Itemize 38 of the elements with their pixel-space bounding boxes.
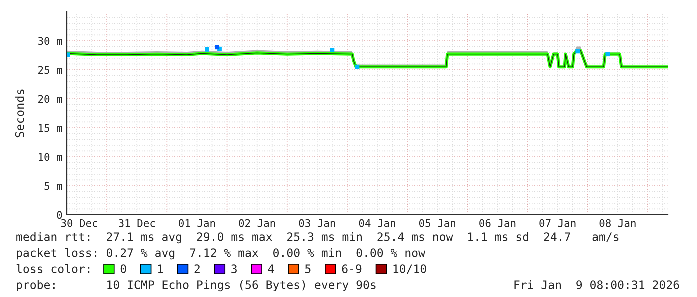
- legend-label: 1: [158, 264, 164, 274]
- legend-label: 5: [306, 264, 311, 274]
- point: [215, 45, 220, 50]
- point: [576, 49, 580, 54]
- y-tick-label: 5 m: [44, 182, 62, 190]
- x-tick-label: 07 Jan: [540, 219, 576, 228]
- point: [606, 52, 610, 57]
- y-tick-label: 25 m: [38, 66, 62, 74]
- legend-label: 2: [194, 264, 200, 274]
- x-tick-label: 05 Jan: [419, 219, 456, 228]
- text: Fri Jan 9 08:00:31 2026: [514, 280, 680, 290]
- x-tick-label: 02 Jan: [239, 219, 276, 228]
- x-tick-label: 01 Jan: [179, 219, 216, 228]
- text: median rtt: 27.1 ms avg 29.0 ms max 25.3 ms min 25.4 ms now 1.1 ms sd 24.7 am/s: [16, 232, 619, 244]
- y-tick-label: 20 m: [38, 95, 62, 104]
- x-tick-label: 30 Dec: [61, 219, 98, 228]
- y-tick-label: 15 m: [39, 124, 62, 132]
- legend-label: 4: [268, 264, 274, 274]
- x-tick-label: 08 Jan: [600, 219, 636, 228]
- point: [67, 52, 70, 58]
- point: [330, 48, 335, 52]
- text: probe: 10 ICMP Echo Pings (56 Bytes) every 90s: [17, 280, 376, 292]
- legend-label: 6-9: [342, 264, 362, 274]
- y-tick-label: 10 m: [39, 153, 62, 162]
- point: [205, 48, 210, 52]
- y-tick-label: 30 m: [38, 37, 62, 46]
- legend-label: 3: [232, 264, 237, 274]
- x-tick-label: 31 Dec: [119, 219, 156, 228]
- y-axis-title: Seconds: [15, 90, 24, 138]
- legend-label: 10/10: [394, 264, 426, 274]
- x-tick-label: 06 Jan: [480, 219, 516, 228]
- x-tick-label: 03 Jan: [299, 219, 336, 228]
- legend-title: loss color:: [16, 264, 90, 274]
- point: [355, 64, 360, 70]
- y-tick-label: 0: [57, 211, 62, 220]
- legend-label: 0: [120, 264, 126, 274]
- text: packet loss: 0.27 % avg 7.12 % max 0.00 % min 0.00 % now: [17, 248, 426, 260]
- x-tick-label: 04 Jan: [359, 219, 396, 228]
